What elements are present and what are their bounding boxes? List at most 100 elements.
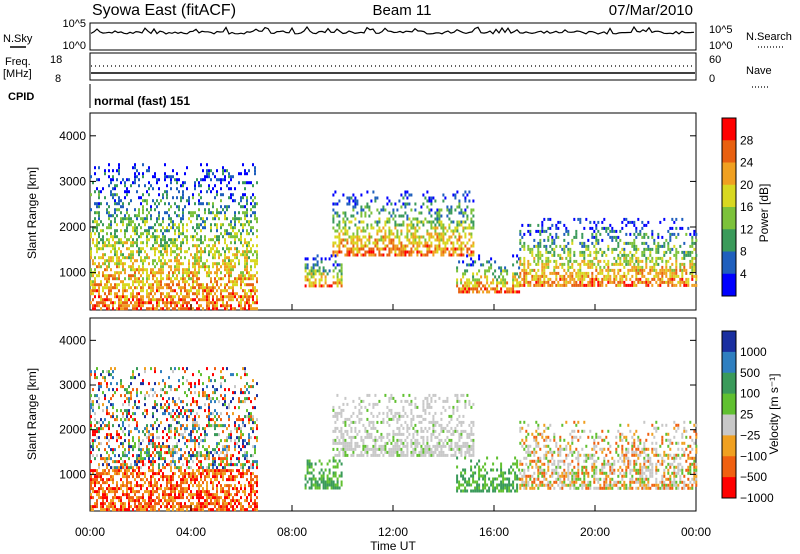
echo-cell [627,262,630,266]
echo-cell [108,427,110,431]
echo-cell [122,454,124,458]
echo-cell [358,220,361,224]
echo-cell [102,247,104,251]
echo-cell [214,304,216,308]
echo-cell [539,241,542,245]
echo-cell [384,247,387,251]
echo-cell [192,472,194,476]
echo-cell [128,499,130,503]
y-tick-label: 2000 [59,220,86,234]
echo-cell [344,226,347,230]
echo-cell [170,265,172,269]
echo-cell [174,493,176,497]
echo-cell [104,274,106,278]
echo-cell [112,451,114,455]
echo-cell [468,287,471,291]
echo-cell [96,226,98,230]
echo-cell [192,211,194,215]
echo-cell [126,508,128,512]
echo-cell [154,265,156,269]
echo-cell [597,262,600,266]
echo-cell [196,508,198,512]
echo-cell [595,277,598,281]
echo-cell [132,238,134,242]
echo-cell [693,265,696,269]
echo-cell [432,220,435,224]
echo-cell [228,181,230,185]
echo-cell [170,259,172,263]
echo-cell [609,229,612,233]
echo-cell [240,298,242,302]
echo-cell [250,274,252,278]
echo-cell [256,235,258,239]
echo-cell [90,406,92,410]
echo-cell [226,301,228,305]
echo-cell [130,217,132,221]
echo-cell [142,175,144,179]
echo-cell [579,268,582,272]
echo-cell [110,505,112,509]
echo-cell [180,490,182,494]
echo-cell [234,187,236,191]
echo-cell [114,193,116,197]
echo-cell [519,229,522,233]
echo-cell [196,478,198,482]
echo-cell [334,260,337,264]
echo-cell [138,268,140,272]
echo-cell [120,238,122,242]
echo-cell [653,268,656,272]
echo-cell [174,436,176,440]
echo-cell [150,463,152,467]
echo-cell [128,391,130,395]
echo-cell [164,190,166,194]
echo-cell [140,472,142,476]
echo-cell [547,235,550,239]
echo-cell [170,220,172,224]
echo-cell [154,280,156,284]
echo-cell [212,256,214,260]
echo-cell [316,269,319,273]
echo-cell [174,289,176,293]
echo-cell [102,187,104,191]
echo-cell [220,376,222,380]
echo-cell [168,475,170,479]
echo-cell [164,385,166,389]
echo-cell [210,271,212,275]
echo-cell [545,247,548,251]
echo-cell [152,424,154,428]
echo-cell [234,283,236,287]
echo-cell [535,244,538,248]
echo-cell [144,463,146,467]
echo-cell [408,241,411,245]
echo-cell [494,260,497,264]
echo-cell [90,478,92,482]
echo-cell [120,499,122,503]
echo-cell [252,301,254,305]
echo-cell [164,490,166,494]
echo-cell [170,448,172,452]
echo-cell [216,424,218,428]
echo-cell [216,472,218,476]
echo-cell [254,202,256,206]
echo-cell [460,223,463,227]
echo-cell [154,259,156,263]
echo-cell [214,277,216,281]
echo-cell [212,472,214,476]
echo-cell [110,181,112,185]
echo-cell [222,262,224,266]
echo-cell [310,269,313,273]
echo-cell [242,181,244,185]
echo-cell [234,214,236,218]
echo-cell [563,247,566,251]
echo-cell [567,253,570,257]
echo-cell [206,415,208,419]
echo-cell [138,247,140,251]
echo-cell [136,244,138,248]
echo-cell [174,244,176,248]
echo-cell [252,277,254,281]
echo-cell [593,262,596,266]
echo-cell [464,269,467,273]
echo-cell [212,391,214,395]
echo-cell [334,281,337,285]
echo-cell [456,229,459,233]
